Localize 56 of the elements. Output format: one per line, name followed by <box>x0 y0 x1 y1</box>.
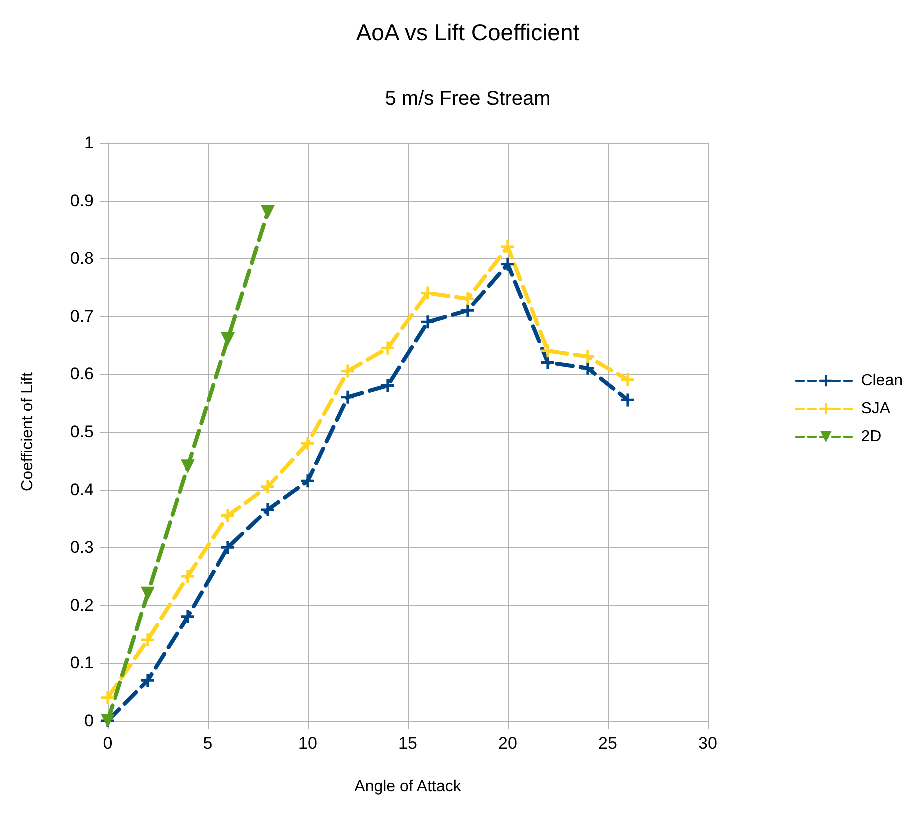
point <box>102 691 114 704</box>
point <box>141 586 155 601</box>
point <box>462 292 474 306</box>
chart-subtitle: 5 m/s Free Stream <box>385 88 551 110</box>
point <box>261 205 275 220</box>
x-axis-title: Angle of Attack <box>354 778 462 796</box>
point <box>582 362 594 375</box>
x-tick-label: 20 <box>498 734 518 753</box>
x-tick-label: 15 <box>398 734 418 753</box>
point <box>302 474 314 488</box>
x-tick-label: 25 <box>598 734 618 753</box>
point <box>502 258 514 271</box>
point <box>262 504 274 517</box>
point <box>622 394 634 407</box>
point <box>262 480 274 494</box>
point <box>382 379 394 392</box>
x-tick-label: 30 <box>698 734 718 753</box>
point <box>342 364 354 378</box>
y-tick-label: 0.1 <box>70 654 94 673</box>
point <box>502 240 514 254</box>
x-tick-label: 0 <box>103 734 113 753</box>
legend-label: SJA <box>861 400 891 418</box>
point <box>182 570 194 583</box>
y-tick-label: 0.9 <box>70 191 94 210</box>
y-tick-label: 0.3 <box>70 538 94 558</box>
point <box>542 344 554 358</box>
point <box>221 332 235 347</box>
point <box>622 373 634 386</box>
point <box>422 316 434 329</box>
point <box>222 509 234 522</box>
point <box>582 350 594 364</box>
y-tick-label: 0.7 <box>70 306 94 326</box>
point <box>542 356 554 370</box>
chart-title: AoA vs Lift Coefficient <box>356 20 580 46</box>
x-tick-label: 5 <box>203 734 213 753</box>
y-tick-label: 0.2 <box>70 596 94 615</box>
point <box>302 437 314 450</box>
point <box>342 390 354 404</box>
legend-label: Clean <box>861 372 904 390</box>
point <box>462 304 474 318</box>
point <box>182 610 194 624</box>
y-tick-label: 0.6 <box>70 364 94 384</box>
legend-label: 2D <box>861 428 882 446</box>
point <box>142 674 154 688</box>
y-tick-label: 0.5 <box>70 422 94 442</box>
y-tick-label: 0.4 <box>70 480 94 500</box>
point <box>222 541 234 554</box>
y-tick-label: 0.8 <box>70 249 94 268</box>
point <box>422 286 434 300</box>
point <box>382 342 394 355</box>
x-tick-label: 10 <box>298 734 318 753</box>
point <box>181 460 195 474</box>
y-axis-title: Coefficient of Lift <box>20 372 36 492</box>
y-tick-label: 0 <box>84 712 94 730</box>
y-tick-label: 1 <box>84 134 94 152</box>
point <box>142 634 154 647</box>
